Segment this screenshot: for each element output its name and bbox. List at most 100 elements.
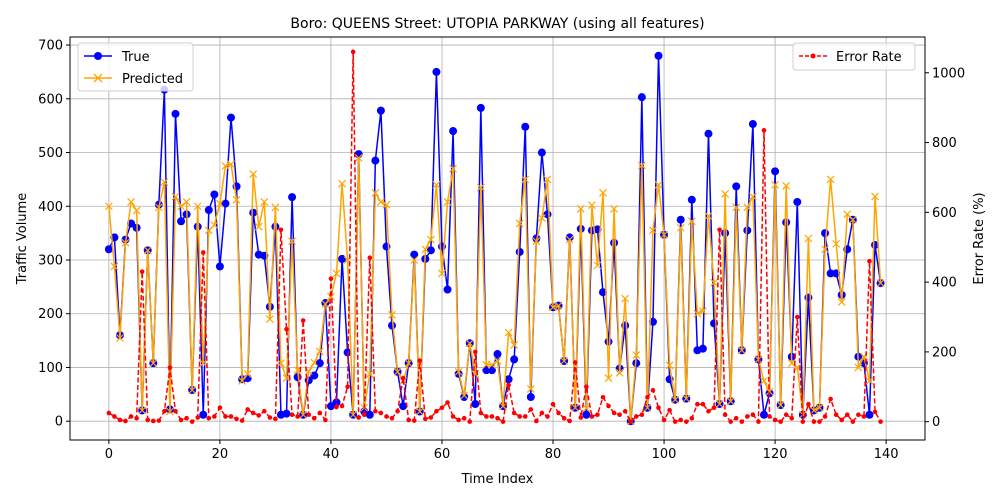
data-point: [310, 371, 319, 380]
data-point: [737, 346, 746, 355]
data-point: [132, 206, 141, 215]
data-point: [556, 410, 561, 416]
data-point: [376, 198, 385, 206]
data-point: [510, 340, 519, 349]
data-point: [249, 170, 258, 178]
data-point: [239, 418, 245, 423]
data-point: [400, 375, 406, 381]
data-point: [454, 367, 463, 376]
data-point: [871, 192, 879, 201]
data-point: [149, 359, 158, 368]
data-point: [476, 183, 485, 192]
data-point: [511, 410, 517, 416]
data-point: [166, 407, 174, 416]
data-point: [404, 359, 413, 368]
data-point: [449, 127, 458, 136]
data-point: [295, 414, 300, 419]
data-point: [704, 129, 713, 138]
data-point: [299, 410, 308, 419]
data-point: [600, 394, 606, 400]
data-point: [645, 394, 650, 400]
data-point: [521, 122, 530, 131]
legend-right-box: [792, 42, 916, 71]
data-point: [204, 206, 213, 215]
data-point: [844, 412, 850, 418]
data-point: [534, 418, 539, 424]
legend-right: Error Rate: [792, 42, 916, 71]
data-point: [156, 418, 162, 423]
data-point: [188, 386, 197, 394]
data-point: [443, 198, 452, 206]
data-point: [354, 153, 363, 162]
data-point: [693, 309, 702, 318]
data-point: [315, 347, 324, 356]
data-point: [200, 250, 206, 255]
data-point: [789, 415, 795, 421]
data-point: [217, 405, 223, 411]
data-point: [872, 409, 878, 415]
data-point: [833, 412, 839, 418]
data-point: [648, 317, 657, 326]
data-point: [406, 417, 411, 423]
data-point: [154, 203, 163, 212]
data-point: [604, 374, 613, 383]
data-point: [421, 245, 430, 254]
data-point: [127, 198, 135, 206]
data-point: [221, 162, 230, 170]
data-point: [667, 407, 672, 413]
data-point: [254, 222, 263, 231]
data-point: [732, 182, 741, 191]
data-point: [162, 408, 167, 414]
data-point: [167, 365, 173, 370]
data-point: [106, 410, 112, 416]
data-point: [865, 410, 874, 419]
data-point: [332, 398, 341, 407]
data-point: [782, 218, 791, 227]
left-axis-ticks: 0 100 200 300 400 500 600 700: [38, 39, 70, 430]
data-point: [822, 414, 828, 419]
data-point: [349, 410, 358, 419]
data-point: [560, 357, 569, 365]
data-point: [117, 417, 123, 423]
data-point: [606, 403, 611, 409]
data-point: [317, 410, 323, 416]
data-point: [273, 416, 278, 422]
data-point: [521, 175, 530, 184]
data-point: [676, 215, 685, 224]
data-point: [195, 415, 200, 420]
data-point: [371, 188, 380, 197]
data-point: [228, 414, 234, 419]
data-point: [800, 419, 806, 424]
data-point: [278, 227, 284, 233]
data-point: [717, 227, 722, 233]
data-point: [589, 414, 595, 419]
data-point: [116, 333, 124, 342]
data-point: [250, 410, 256, 416]
data-point: [389, 415, 395, 421]
data-point: [776, 401, 785, 409]
x-tick-label: 100: [652, 447, 677, 462]
data-point: [537, 214, 546, 223]
data-point: [817, 419, 822, 424]
data-point: [212, 414, 217, 419]
data-point: [861, 414, 867, 419]
data-point: [256, 413, 262, 418]
data-point: [615, 368, 624, 377]
data-point: [445, 400, 450, 405]
data-point: [698, 344, 707, 353]
data-point: [748, 192, 757, 201]
data-point: [676, 223, 685, 232]
data-point: [633, 414, 639, 419]
data-point: [561, 415, 567, 421]
data-point: [471, 399, 480, 408]
data-point: [327, 292, 335, 301]
data-point: [271, 203, 280, 212]
data-point: [434, 408, 439, 414]
data-point: [139, 269, 145, 274]
x-axis-ticks: 0 20 40 60 80 100 120 140: [105, 440, 899, 462]
y-axis-title: Traffic Volume: [15, 193, 30, 286]
data-point: [850, 419, 856, 424]
data-point: [171, 192, 180, 201]
data-point: [715, 400, 724, 408]
